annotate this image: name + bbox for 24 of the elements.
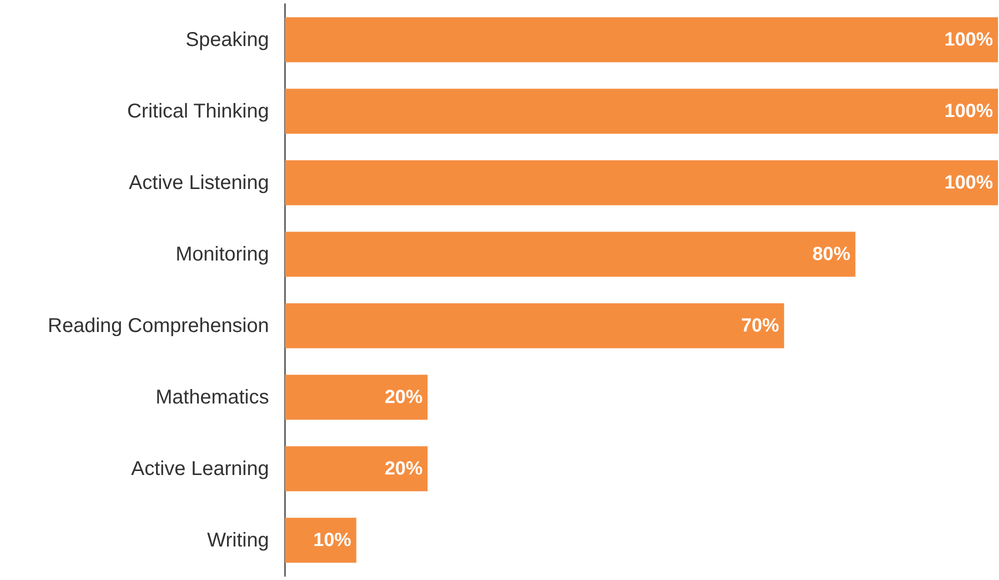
bar [285, 232, 856, 277]
data-label: 100% [944, 100, 994, 122]
data-label: 80% [812, 244, 851, 265]
y-tick-label: Critical Thinking [127, 100, 269, 122]
bar [285, 88, 998, 134]
y-tick-label: Speaking [186, 28, 269, 51]
bar [285, 446, 428, 492]
bar [285, 17, 998, 62]
y-tick-label: Reading Comprehension [48, 314, 269, 337]
y-tick-label: Active Listening [128, 172, 269, 194]
data-label: 100% [944, 29, 994, 50]
data-label: 20% [384, 458, 423, 480]
y-tick-label: Monitoring [176, 243, 269, 266]
data-label: 70% [741, 315, 780, 336]
data-label: 20% [384, 386, 423, 408]
data-label: 100% [944, 172, 994, 194]
y-tick-label: Mathematics [156, 386, 269, 408]
bar [285, 160, 998, 206]
y-tick-label: Writing [207, 529, 269, 552]
y-tick-label: Active Learning [131, 458, 269, 480]
data-label: 10% [313, 530, 352, 551]
bar [285, 374, 428, 420]
bar [285, 518, 356, 563]
bar [285, 303, 784, 348]
